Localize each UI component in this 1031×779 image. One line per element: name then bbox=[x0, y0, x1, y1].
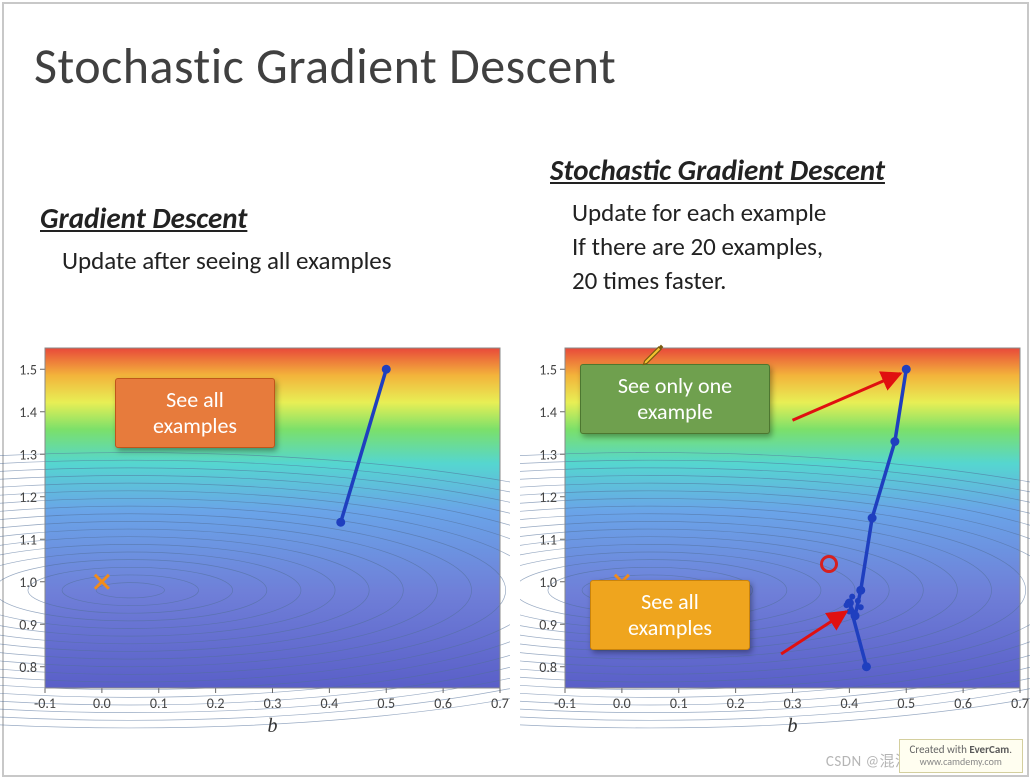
svg-text:1.2: 1.2 bbox=[539, 489, 557, 506]
left-body: Update after seeing all examples bbox=[62, 244, 508, 278]
right-body-l3: 20 times faster. bbox=[572, 264, 1018, 298]
cursor-ring-icon bbox=[820, 555, 838, 573]
svg-text:0.7: 0.7 bbox=[491, 695, 509, 712]
svg-text:0.8: 0.8 bbox=[19, 659, 37, 676]
right-callout-top: See only one example bbox=[580, 364, 770, 434]
svg-text:-0.1: -0.1 bbox=[34, 695, 56, 712]
svg-text:1.3: 1.3 bbox=[19, 446, 37, 463]
right-subtitle: Stochastic Gradient Descent bbox=[550, 152, 1018, 188]
svg-text:1.4: 1.4 bbox=[19, 404, 37, 421]
svg-text:0.4: 0.4 bbox=[321, 695, 339, 712]
left-callout: See all examples bbox=[115, 378, 275, 448]
svg-text:0.6: 0.6 bbox=[954, 695, 972, 712]
svg-text:1.5: 1.5 bbox=[539, 361, 557, 378]
svg-text:1.4: 1.4 bbox=[539, 404, 557, 421]
svg-text:1.3: 1.3 bbox=[539, 446, 557, 463]
svg-text:1.1: 1.1 bbox=[19, 531, 37, 548]
right-body-l2: If there are 20 examples, bbox=[572, 230, 1018, 264]
svg-text:0.5: 0.5 bbox=[897, 695, 915, 712]
svg-text:1.2: 1.2 bbox=[19, 489, 37, 506]
right-column: Stochastic Gradient Descent Update for e… bbox=[528, 152, 1018, 297]
svg-text:0.0: 0.0 bbox=[93, 695, 111, 712]
svg-text:0.1: 0.1 bbox=[670, 695, 688, 712]
right-callout-bottom: See all examples bbox=[590, 580, 750, 650]
svg-text:b: b bbox=[788, 715, 798, 737]
svg-text:0.3: 0.3 bbox=[784, 695, 802, 712]
page-title: Stochastic Gradient Descent bbox=[34, 36, 616, 97]
right-chart: 0.8 0.9 1.0 1.1 1.2 1.3 1.4 1.5 -0.1 0.0 0.1 0.2 0.3… bbox=[520, 340, 1030, 740]
svg-text:0.3: 0.3 bbox=[264, 695, 282, 712]
svg-text:1.0: 1.0 bbox=[19, 574, 37, 591]
svg-text:1.5: 1.5 bbox=[19, 361, 37, 378]
svg-text:0.9: 0.9 bbox=[539, 616, 557, 633]
svg-text:b: b bbox=[268, 715, 278, 737]
evercam-badge: Created with EverCam. www.camdemy.com bbox=[899, 739, 1023, 773]
right-body-l1: Update for each example bbox=[572, 196, 1018, 230]
left-chart: 0.8 0.9 1.0 1.1 1.2 1.3 1.4 1.5 -0.1 0.0 0.1 0.2 0.3… bbox=[0, 340, 510, 740]
svg-text:0.5: 0.5 bbox=[377, 695, 395, 712]
svg-text:0.0: 0.0 bbox=[613, 695, 631, 712]
svg-text:0.1: 0.1 bbox=[150, 695, 168, 712]
svg-text:0.4: 0.4 bbox=[841, 695, 859, 712]
left-column: Gradient Descent Update after seeing all… bbox=[18, 200, 508, 278]
svg-text:0.2: 0.2 bbox=[727, 695, 745, 712]
svg-text:1.0: 1.0 bbox=[539, 574, 557, 591]
svg-text:0.8: 0.8 bbox=[539, 659, 557, 676]
svg-text:0.7: 0.7 bbox=[1011, 695, 1029, 712]
svg-text:0.9: 0.9 bbox=[19, 616, 37, 633]
svg-text:0.2: 0.2 bbox=[207, 695, 225, 712]
svg-text:-0.1: -0.1 bbox=[554, 695, 576, 712]
left-subtitle: Gradient Descent bbox=[40, 200, 508, 236]
svg-text:1.1: 1.1 bbox=[539, 531, 557, 548]
svg-text:0.6: 0.6 bbox=[434, 695, 452, 712]
